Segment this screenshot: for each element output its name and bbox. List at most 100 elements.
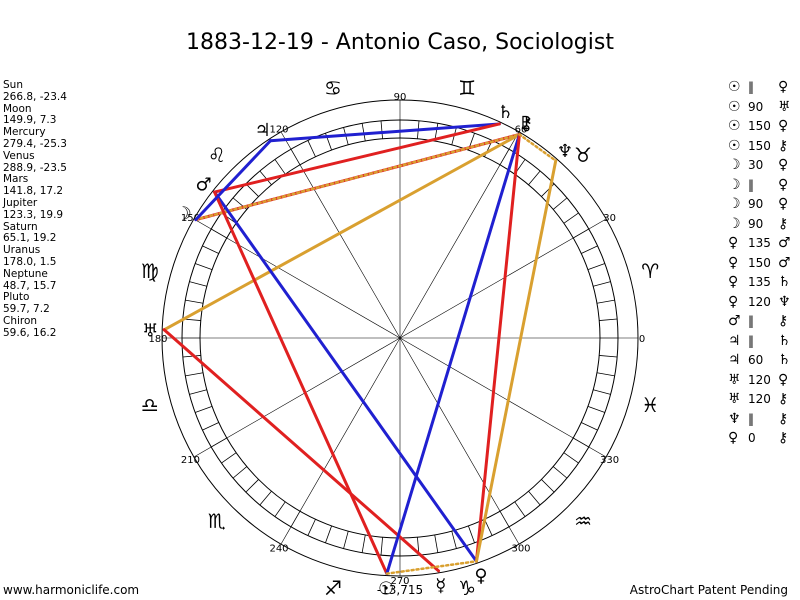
house-spoke-outer bbox=[588, 218, 607, 230]
chiron-glyph: ⚷ bbox=[520, 113, 533, 134]
bottom-readout: -13,715 bbox=[377, 583, 423, 597]
degree-tick bbox=[189, 389, 207, 395]
aspect-type: 120 bbox=[748, 294, 771, 309]
aspect-p2: ♀ bbox=[778, 79, 789, 95]
degree-tick bbox=[563, 212, 579, 224]
footer-website-link[interactable]: www.harmoniclife.com bbox=[3, 583, 140, 597]
degree-tick bbox=[581, 422, 598, 431]
degree-tick bbox=[343, 531, 349, 549]
degree-tick bbox=[552, 197, 568, 210]
aspect-p2: ♄ bbox=[778, 352, 791, 368]
degree-tick bbox=[202, 245, 219, 254]
aspect-row: ♃ ‖ ♄ bbox=[728, 332, 794, 352]
degree-tick bbox=[596, 299, 615, 304]
degree-tick bbox=[211, 437, 227, 448]
planet-position-name: Pluto bbox=[3, 291, 30, 304]
degree-tick bbox=[434, 534, 439, 553]
degree-tick bbox=[189, 281, 207, 287]
zodiac-signs: ♈ ♉ ♊ ♋ ♌ ♍ ♎ ♏ ♐ ♑ ♒ ♓ bbox=[141, 76, 659, 600]
planet-position-coords: 141.8, 17.2 bbox=[3, 185, 64, 198]
aspect-row: ☉ ‖ ♀ bbox=[728, 78, 794, 98]
aspect-p1: ♅ bbox=[728, 391, 741, 407]
aspect-line bbox=[162, 328, 441, 573]
aspect-type: ‖ bbox=[748, 177, 754, 192]
degree-labels: 0 30 60 90 120 150 180 210 240 270 300 330 bbox=[148, 92, 645, 587]
aspect-line bbox=[194, 133, 521, 221]
moon-glyph: ☽ bbox=[176, 204, 192, 225]
house-spokes bbox=[162, 100, 638, 576]
degree-tick bbox=[307, 519, 316, 536]
degree-tick bbox=[290, 149, 301, 165]
aspect-row: ♅ 120 ⚷ bbox=[728, 390, 794, 410]
aspect-row: ☉ 90 ♅ bbox=[728, 98, 794, 118]
aspect-type: 150 bbox=[748, 255, 771, 270]
aspect-type: 135 bbox=[748, 275, 771, 289]
aspect-p1: ♀ bbox=[728, 254, 739, 271]
aspect-p2: ♂ bbox=[778, 235, 791, 251]
house-spoke-outer bbox=[508, 526, 520, 545]
degree-tick bbox=[587, 406, 605, 413]
aspect-p1: ☽ bbox=[728, 196, 741, 212]
degree-tick bbox=[499, 511, 510, 527]
aspect-row: ☽ 90 ⚷ bbox=[728, 215, 794, 235]
aspect-p1: ♃ bbox=[728, 352, 741, 368]
aspect-p2: ♅ bbox=[778, 98, 791, 115]
aries-glyph: ♈ bbox=[641, 259, 659, 283]
degree-tick bbox=[593, 281, 611, 287]
aspect-p2: ♄ bbox=[778, 274, 791, 290]
degree-tick bbox=[380, 537, 383, 556]
aspect-line bbox=[213, 190, 478, 563]
aspect-type: ‖ bbox=[748, 80, 754, 94]
aspect-line bbox=[268, 122, 501, 143]
aspect-p2: ⚷ bbox=[778, 137, 789, 154]
planet-position-coords: 149.9, 7.3 bbox=[3, 114, 57, 127]
aspect-p1: ♀ bbox=[728, 430, 739, 446]
aspect-p1: ♀ bbox=[728, 293, 739, 310]
aspect-line bbox=[162, 132, 521, 332]
saturn-glyph: ♄ bbox=[497, 102, 513, 123]
planet-position-coords: 279.4, -25.3 bbox=[3, 137, 67, 150]
aspect-type: 0 bbox=[748, 431, 756, 445]
pisces-glyph: ♓ bbox=[641, 393, 659, 417]
aspect-type: 120 bbox=[748, 392, 771, 406]
cancer-glyph: ♋ bbox=[324, 76, 342, 100]
aspect-p1: ♂ bbox=[728, 313, 741, 329]
aspect-p2: ⚷ bbox=[778, 215, 789, 232]
planet-glyphs: ☉ ☽ ☿ ♀ ♂ ♃ ♄ ♅ ♆ ♇⚷ bbox=[142, 102, 573, 599]
house-spoke bbox=[299, 164, 401, 339]
aspect-line bbox=[194, 139, 272, 222]
aspect-row: ☽ 30 ♀ bbox=[728, 156, 794, 176]
aspect-row: ♀ 150 ♂ bbox=[728, 254, 794, 274]
degree-tick bbox=[563, 452, 579, 464]
planet-position-name: Saturn bbox=[3, 220, 38, 233]
planet-position-name: Moon bbox=[3, 102, 32, 115]
house-spoke bbox=[299, 337, 401, 512]
aspect-row: ☉ 150 ♀ bbox=[728, 117, 794, 137]
aspect-p1: ♃ bbox=[728, 332, 741, 349]
aspect-type: ‖ bbox=[748, 333, 754, 348]
degree-tick bbox=[514, 501, 526, 517]
degree-tick bbox=[573, 228, 589, 239]
house-spoke bbox=[399, 337, 574, 439]
degree-tick bbox=[202, 422, 219, 431]
aspect-p2: ♀ bbox=[778, 176, 789, 193]
aspect-lines bbox=[162, 122, 558, 576]
aspect-p2: ⚷ bbox=[778, 430, 789, 446]
pluto-glyph: ♇ bbox=[518, 113, 534, 134]
aspect-type: 30 bbox=[748, 158, 764, 172]
aspect-p1: ♆ bbox=[728, 410, 741, 427]
aspect-p2: ♆ bbox=[778, 293, 791, 310]
planet-position-name: Venus bbox=[3, 149, 35, 162]
planet-position-coords: 178.0, 1.5 bbox=[3, 255, 57, 268]
planet-position-name: Mars bbox=[3, 173, 29, 186]
degree-tick bbox=[596, 372, 615, 377]
planet-position-name: Neptune bbox=[3, 267, 48, 280]
planet-position-name: Uranus bbox=[3, 244, 41, 257]
jupiter-glyph: ♃ bbox=[255, 120, 271, 141]
degree-tick bbox=[484, 519, 493, 536]
aspect-row: ♀ 135 ♄ bbox=[728, 273, 794, 293]
aspect-p2: ♂ bbox=[778, 254, 791, 271]
aspect-p1: ☽ bbox=[728, 157, 741, 173]
degree-tick bbox=[245, 479, 259, 493]
